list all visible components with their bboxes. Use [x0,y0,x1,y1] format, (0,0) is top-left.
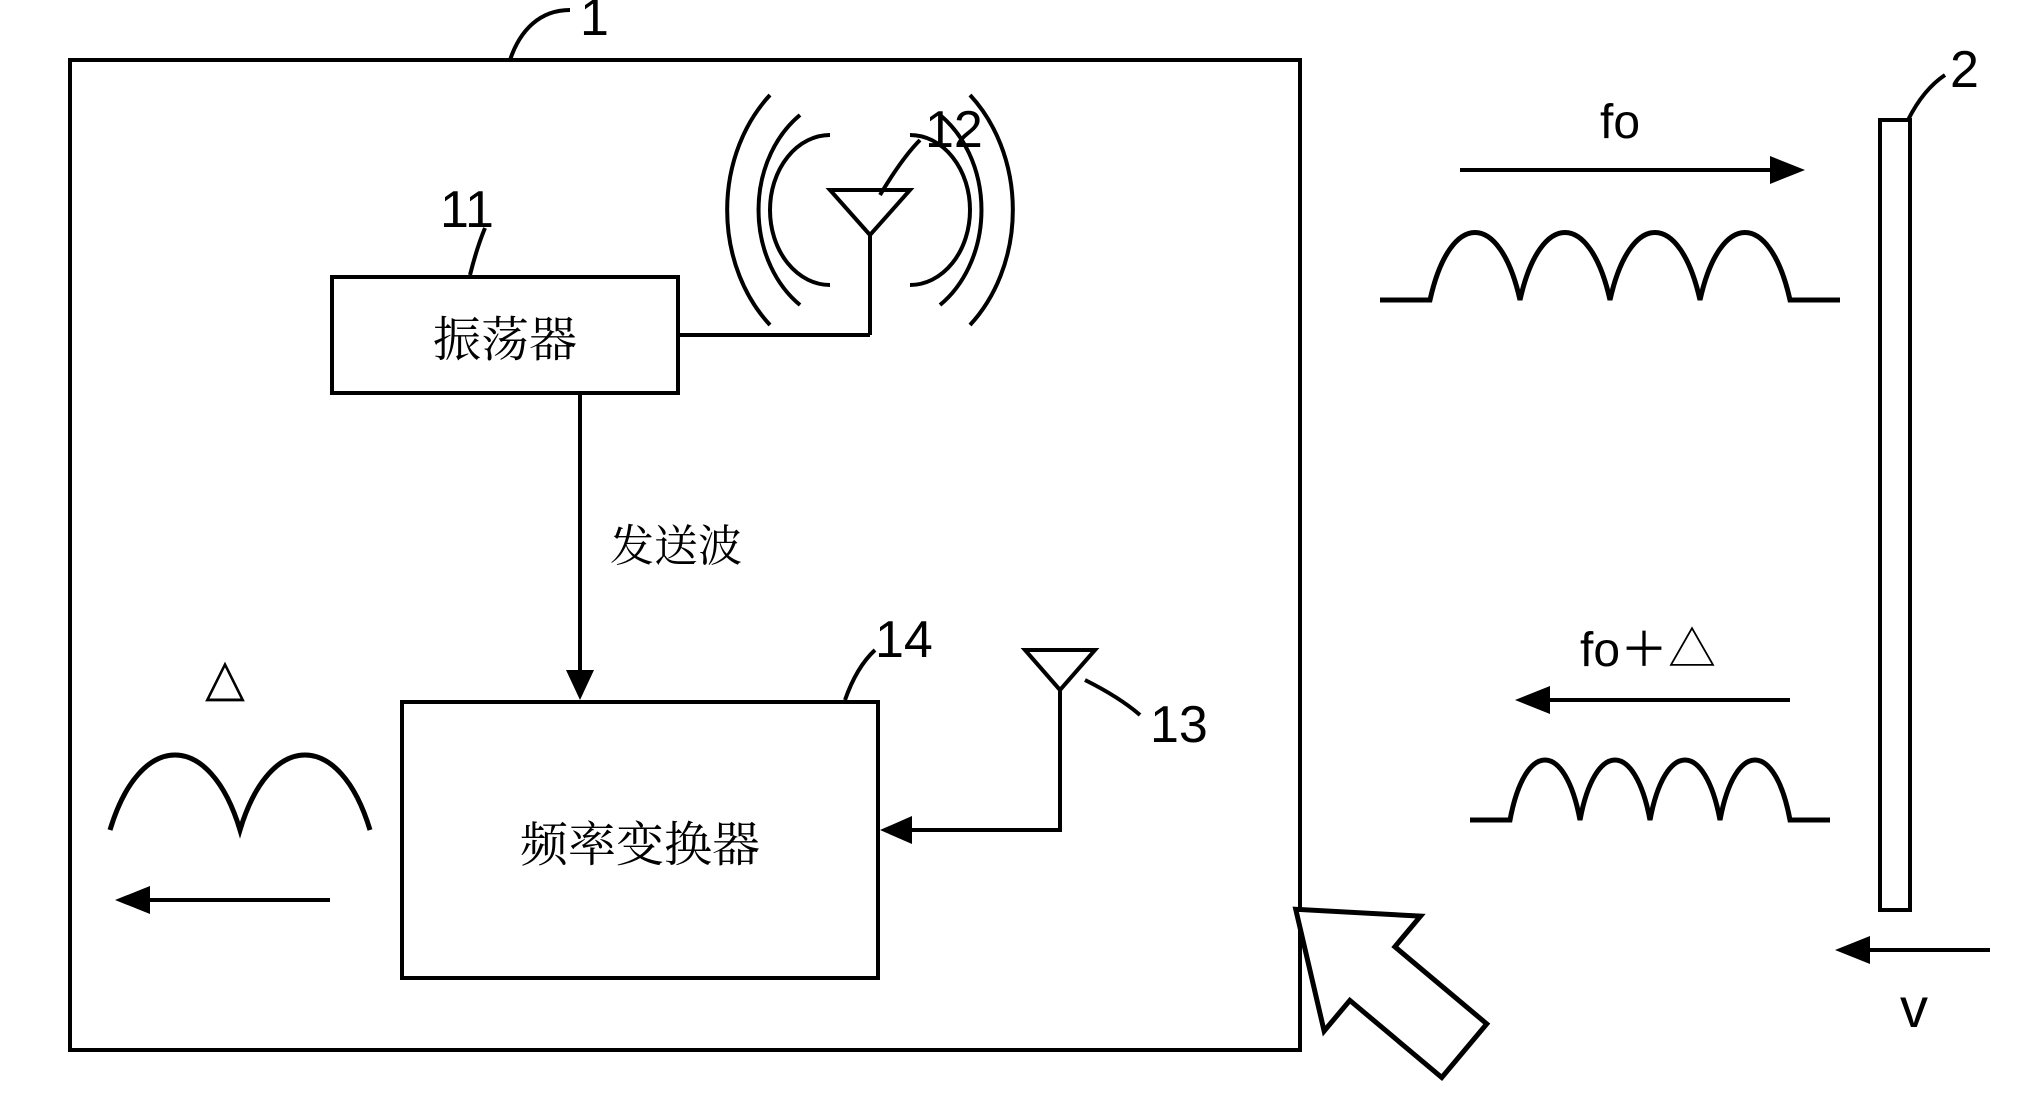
ref-12: 12 [925,100,983,160]
stage: 振荡器 频率变换器 1 11 12 13 14 2 发送波 △ fo fo＋△ … [0,0,2029,1116]
send-wave-label: 发送波 [610,510,742,574]
ref11-leader-svg [0,0,2029,1116]
ref-14: 14 [875,610,933,670]
ref-2: 2 [1950,40,1979,100]
ref-13: 13 [1150,695,1208,755]
v-label: v [1900,975,1928,1040]
fo-label: fo [1600,95,1640,150]
fo-plus-delta-label: fo＋△ [1580,610,1716,680]
delta-label: △ [205,648,245,708]
